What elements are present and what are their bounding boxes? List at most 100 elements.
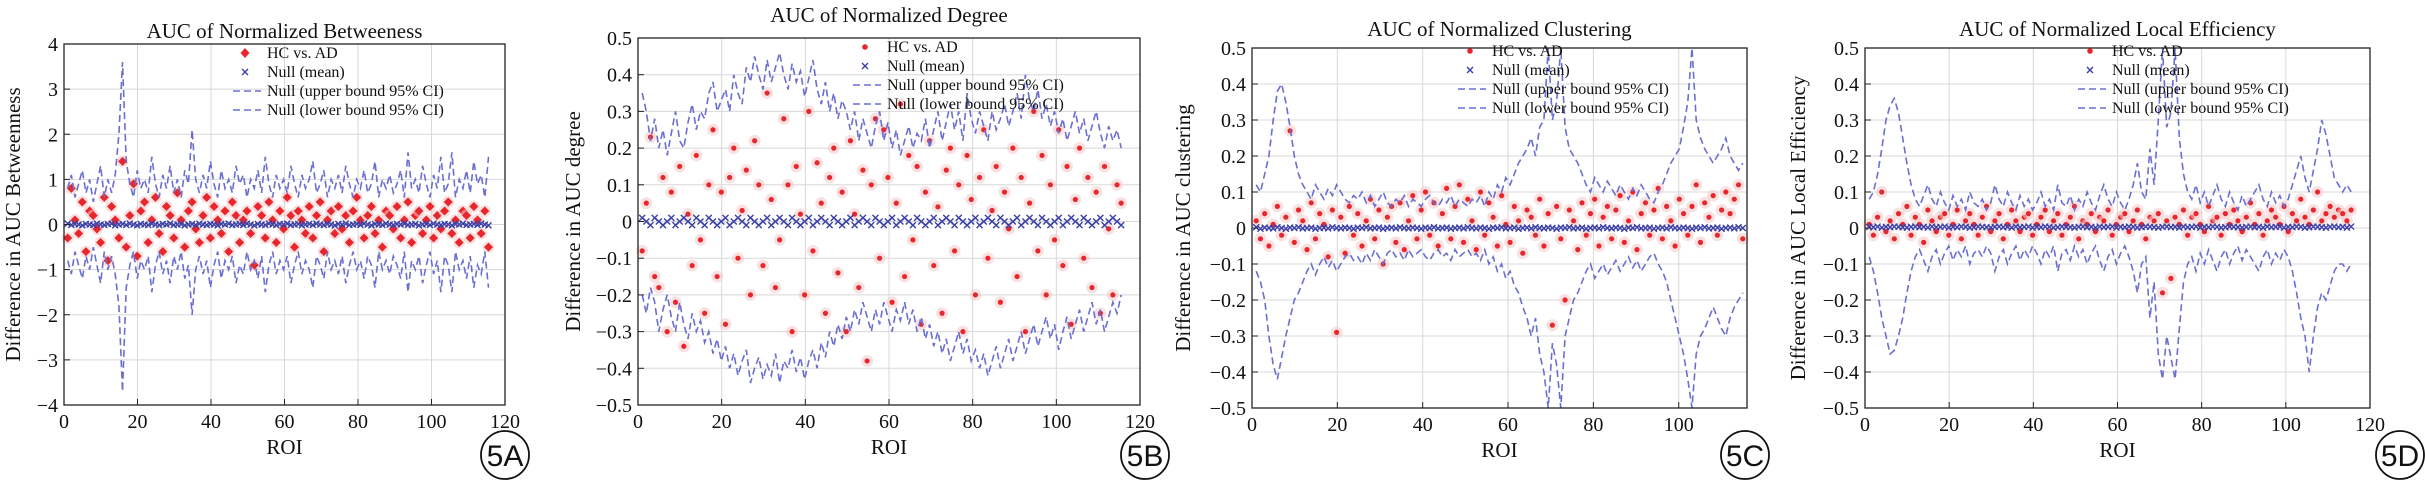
observed-point: [710, 127, 716, 133]
observed-point: [2256, 211, 2262, 217]
observed-point: [972, 292, 979, 298]
observed-point: [856, 284, 862, 291]
null-mean-point: [951, 221, 959, 229]
observed-point: [1676, 196, 1682, 202]
null-mean-point: [2347, 223, 2355, 231]
null-mean-point: [992, 221, 1000, 229]
observed-point: [187, 197, 197, 207]
observed-point: [2289, 211, 2296, 217]
observed-point: [1372, 236, 1378, 242]
observed-point: [1583, 232, 1589, 238]
legend: HC vs. AD Null (mean) Null (upper bound 95…: [233, 45, 444, 119]
observed-point: [1363, 218, 1369, 224]
observed-point: [366, 201, 376, 211]
observed-point: [1617, 193, 1623, 199]
observed-point: [440, 206, 450, 216]
observed-point: [1520, 250, 1526, 256]
y-tick-label: 4: [48, 34, 58, 56]
y-tick-label: −2: [37, 305, 58, 327]
observed-point: [1081, 255, 1087, 261]
observed-point: [77, 197, 87, 207]
null-mean-point: [805, 214, 813, 222]
observed-point: [864, 358, 870, 364]
observed-point: [2038, 214, 2044, 220]
null-mean-point: [688, 221, 696, 229]
observed-point: [976, 174, 983, 181]
observed-point: [377, 242, 387, 252]
observed-point: [939, 310, 945, 316]
observed-point: [2134, 207, 2140, 213]
observed-point: [960, 329, 966, 335]
observed-point: [722, 321, 729, 327]
observed-point: [1110, 292, 1116, 298]
observed-point: [1625, 218, 1632, 224]
series-3: [1255, 247, 1744, 409]
observed-point: [2017, 229, 2023, 235]
observed-point: [1060, 262, 1066, 269]
observed-point: [847, 138, 854, 144]
observed-point: [348, 206, 358, 216]
observed-point: [165, 210, 175, 220]
observed-point: [718, 189, 724, 195]
legend-label: Null (lower bound 95% CI): [267, 102, 444, 119]
observed-point: [2101, 218, 2107, 224]
ci-line: [641, 52, 1122, 156]
observed-point: [140, 197, 150, 207]
observed-point: [1613, 207, 1619, 213]
observed-point: [1346, 203, 1352, 209]
observed-point: [1439, 211, 1445, 217]
observed-point: [1680, 211, 1687, 217]
null-mean-point: [701, 221, 709, 229]
observed-point: [476, 229, 486, 239]
panel-badge-label: 5C: [1726, 440, 1764, 473]
y-tick-label: 1: [48, 169, 58, 191]
null-mean-point: [846, 214, 854, 222]
observed-point: [910, 237, 916, 243]
y-tick-label: 0.3: [1221, 110, 1246, 132]
observed-point: [118, 156, 128, 166]
series-0: [636, 87, 1128, 367]
observed-point: [2348, 207, 2354, 213]
observed-point: [668, 189, 674, 195]
observed-point: [1051, 237, 1058, 243]
observed-point: [2030, 232, 2036, 238]
x-tick-label: 60: [2108, 414, 2128, 436]
observed-point: [2168, 275, 2174, 281]
observed-point: [2172, 214, 2178, 220]
x-tick-label: 100: [417, 411, 447, 433]
observed-point: [1664, 203, 1670, 209]
observed-point: [2264, 218, 2270, 224]
observed-point: [407, 238, 417, 248]
x-tick-label: 40: [795, 411, 815, 433]
legend: HC vs. AD Null (mean) Null (upper bound 95…: [853, 39, 1064, 113]
observed-point: [777, 237, 783, 243]
observed-point: [209, 201, 219, 211]
observed-point: [1257, 236, 1264, 242]
y-tick-label: −0.4: [1823, 362, 1859, 384]
observed-point: [1010, 145, 1016, 151]
series-1: [1252, 223, 1747, 233]
panel-badge-label: 5B: [1127, 440, 1164, 473]
observed-point: [2109, 232, 2115, 238]
observed-point: [183, 206, 193, 216]
ci-line: [66, 62, 490, 203]
null-mean-point: [225, 220, 233, 228]
observed-point: [1486, 200, 1492, 206]
y-tick-label: 0.2: [607, 138, 632, 160]
observed-point: [352, 192, 362, 202]
observed-point: [2013, 218, 2019, 224]
observed-point: [760, 262, 766, 269]
observed-point: [822, 310, 829, 316]
x-tick-label: 80: [963, 411, 983, 433]
null-mean-point: [239, 221, 247, 229]
observed-point: [947, 145, 954, 151]
x-tick-label: 100: [1664, 414, 1694, 436]
observed-point: [1283, 214, 1289, 220]
null-mean-point: [667, 214, 675, 222]
observed-point: [922, 189, 929, 195]
observed-point: [235, 238, 245, 248]
observed-point: [319, 247, 329, 257]
legend-swatch-dot: [2087, 48, 2093, 54]
observed-point: [681, 343, 687, 349]
x-axis-label: ROI: [1481, 438, 1517, 462]
